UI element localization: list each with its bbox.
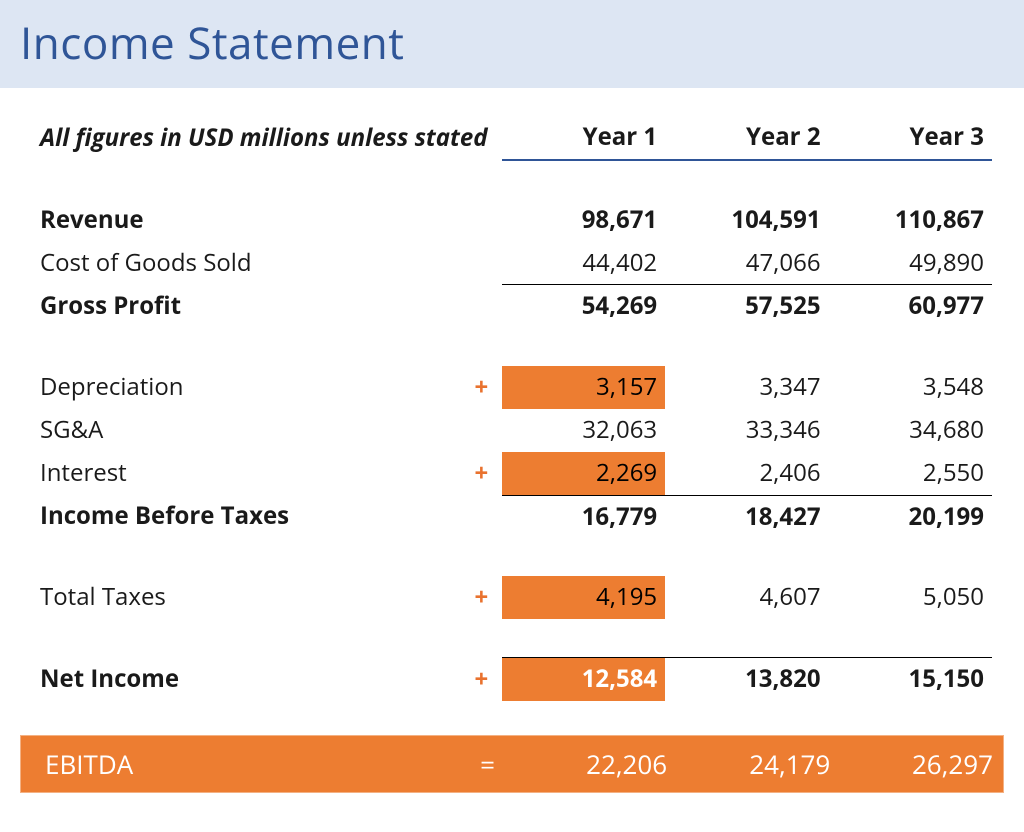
marker-interest: + [461,452,502,495]
net-y2: 13,820 [665,658,828,701]
header-row: All figures in USD millions unless state… [32,116,992,160]
ebitda-label: EBITDA [21,735,462,792]
interest-y1: 2,269 [502,452,665,495]
label-net: Net Income [32,658,461,701]
row-net-income: Net Income + 12,584 13,820 15,150 [32,658,992,701]
revenue-y3: 110,867 [829,199,992,242]
row-depreciation: Depreciation + 3,157 3,347 3,548 [32,366,992,409]
ebitda-equals: = [461,735,514,792]
sga-y1: 32,063 [502,409,665,452]
taxes-y3: 5,050 [829,576,992,619]
taxes-y2: 4,607 [665,576,828,619]
marker-net: + [461,658,502,701]
revenue-y1: 98,671 [502,199,665,242]
revenue-y2: 104,591 [665,199,828,242]
page-title: Income Statement [20,12,404,72]
row-revenue: Revenue 98,671 104,591 110,867 [32,199,992,242]
interest-y2: 2,406 [665,452,828,495]
gross-y2: 57,525 [665,285,828,328]
row-total-taxes: Total Taxes + 4,195 4,607 5,050 [32,576,992,619]
taxes-y1: 4,195 [502,576,665,619]
cogs-y1: 44,402 [502,242,665,285]
label-sga: SG&A [32,409,461,452]
row-interest: Interest + 2,269 2,406 2,550 [32,452,992,495]
depr-y2: 3,347 [665,366,828,409]
ibt-y1: 16,779 [502,495,665,538]
title-bar: Income Statement [0,0,1024,88]
net-y3: 15,150 [829,658,992,701]
label-depr: Depreciation [32,366,461,409]
marker-taxes: + [461,576,502,619]
row-sga: SG&A 32,063 33,346 34,680 [32,409,992,452]
income-statement-table: All figures in USD millions unless state… [32,116,992,701]
col-year-2: Year 2 [665,116,828,160]
interest-y3: 2,550 [829,452,992,495]
depr-y3: 3,548 [829,366,992,409]
col-year-3: Year 3 [829,116,992,160]
sga-y3: 34,680 [829,409,992,452]
depr-y1: 3,157 [502,366,665,409]
ebitda-y3: 26,297 [840,735,1003,792]
marker-revenue [461,199,502,242]
ebitda-bar: EBITDA = 22,206 24,179 26,297 [20,735,1004,793]
row-cogs: Cost of Goods Sold 44,402 47,066 49,890 [32,242,992,285]
marker-ibt [461,495,502,538]
label-revenue: Revenue [32,199,461,242]
label-taxes: Total Taxes [32,576,461,619]
marker-cogs [461,242,502,285]
cogs-y2: 47,066 [665,242,828,285]
units-note: All figures in USD millions unless state… [32,116,461,160]
label-cogs: Cost of Goods Sold [32,242,461,285]
ibt-y2: 18,427 [665,495,828,538]
net-y1: 12,584 [502,658,665,701]
ebitda-y2: 24,179 [677,735,840,792]
row-gross-profit: Gross Profit 54,269 57,525 60,977 [32,285,992,328]
ibt-y3: 20,199 [829,495,992,538]
gross-y3: 60,977 [829,285,992,328]
gross-y1: 54,269 [502,285,665,328]
sga-y2: 33,346 [665,409,828,452]
marker-depr: + [461,366,502,409]
label-interest: Interest [32,452,461,495]
marker-gross [461,285,502,328]
ebitda-y1: 22,206 [514,735,677,792]
row-income-before-taxes: Income Before Taxes 16,779 18,427 20,199 [32,495,992,538]
marker-sga [461,409,502,452]
col-year-1: Year 1 [502,116,665,160]
cogs-y3: 49,890 [829,242,992,285]
label-gross: Gross Profit [32,285,461,328]
label-ibt: Income Before Taxes [32,495,461,538]
